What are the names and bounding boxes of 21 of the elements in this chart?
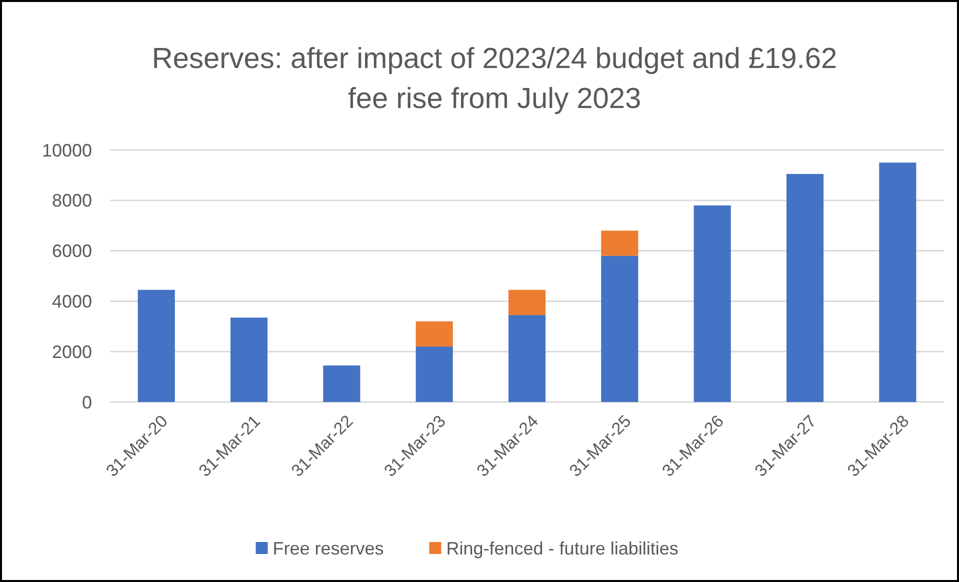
y-tick-label: 6000: [52, 241, 92, 262]
bar: [416, 346, 453, 402]
bar: [508, 315, 546, 402]
legend-label: Ring-fenced - future liabilities: [446, 538, 678, 558]
y-tick-label: 10000: [42, 140, 92, 160]
legend-label: Free reserves: [272, 538, 384, 558]
chart-title: Reserves: after impact of 2023/24 budget and £19.62 fee rise from July 2023: [152, 43, 838, 115]
bar: [508, 290, 546, 316]
bar: [323, 365, 360, 402]
bar: [138, 290, 175, 402]
bar: [416, 321, 453, 347]
y-tick-label: 8000: [52, 190, 92, 211]
bar: [601, 230, 638, 256]
bar: [601, 256, 638, 402]
y-tick-label: 4000: [52, 292, 92, 312]
y-tick-label: 0: [82, 392, 92, 412]
bar: [230, 318, 268, 402]
bar: [694, 205, 731, 402]
bar: [786, 174, 824, 402]
bar: [879, 162, 916, 402]
y-tick-label: 2000: [52, 342, 92, 362]
